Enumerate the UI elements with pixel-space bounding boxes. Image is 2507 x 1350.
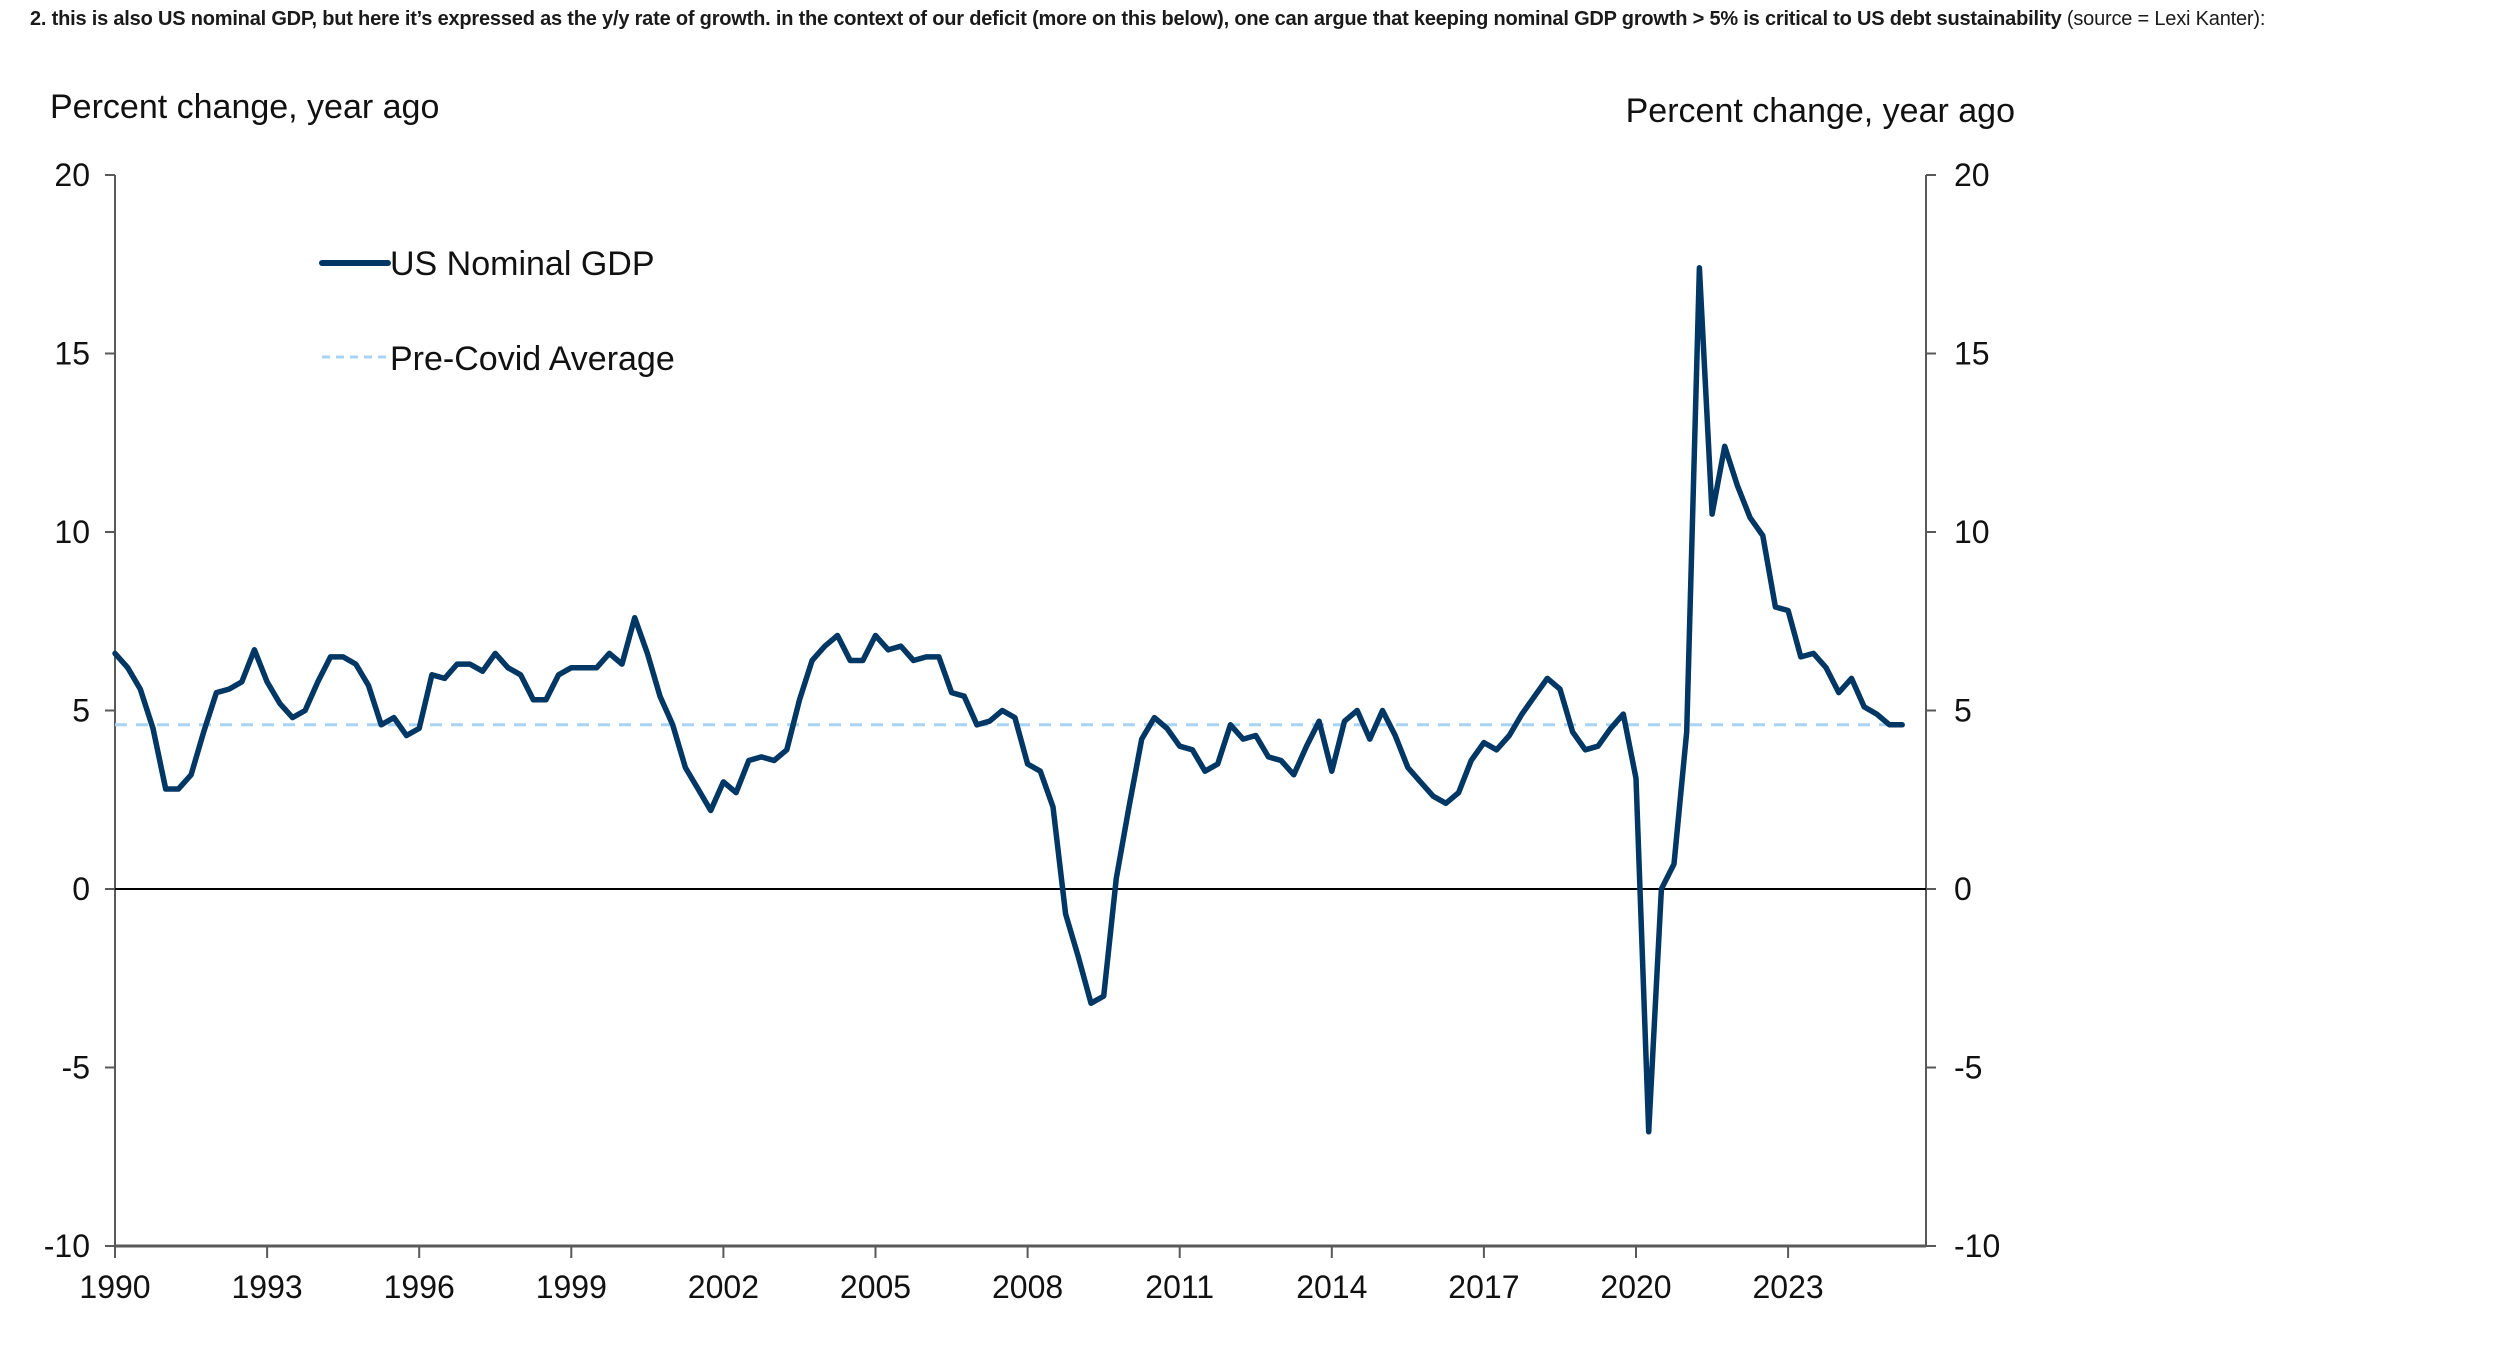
y-axis-title-right: Percent change, year ago <box>1626 92 2015 130</box>
caption-source: (source = Lexi Kanter): <box>2061 8 2266 30</box>
chart-caption: 2. this is also US nominal GDP, but here… <box>30 8 2265 31</box>
legend-label-us-nominal-gdp: US Nominal GDP <box>390 245 655 283</box>
x-tick-label: 1996 <box>384 1269 455 1305</box>
y-tick-label-right: 0 <box>1954 871 1972 907</box>
y-tick-label-left: 10 <box>54 514 90 550</box>
caption-bold-text: 2. this is also US nominal GDP, but here… <box>30 8 2062 30</box>
x-tick-label: 1993 <box>232 1269 303 1305</box>
x-tick-label: 2002 <box>688 1269 759 1305</box>
y-tick-label-right: -5 <box>1954 1050 1982 1086</box>
x-tick-label: 2014 <box>1296 1269 1367 1305</box>
axes <box>114 175 1927 1248</box>
x-tick-label: 2023 <box>1753 1269 1824 1305</box>
x-tick-label: 2011 <box>1145 1269 1214 1305</box>
y-tick-label-left: 20 <box>54 157 90 193</box>
y-ticks-right: 20 15 10 5 0 -5 -10 <box>1926 157 2000 1264</box>
x-tick-label: 2008 <box>992 1269 1063 1305</box>
y-tick-label-left: -10 <box>44 1228 90 1264</box>
y-tick-label-right: 20 <box>1954 157 1990 193</box>
y-tick-label-right: 15 <box>1954 336 1990 372</box>
legend: US Nominal GDP Pre-Covid Average <box>319 245 675 378</box>
legend-label-pre-covid-average: Pre-Covid Average <box>390 340 675 378</box>
x-tick-label: 2020 <box>1600 1269 1671 1305</box>
y-tick-label-right: 10 <box>1954 514 1990 550</box>
y-tick-label-right: 5 <box>1954 693 1972 729</box>
y-tick-label-left: 5 <box>72 693 90 729</box>
y-tick-label-right: -10 <box>1954 1228 2000 1264</box>
y-axis-title-left: Percent change, year ago <box>50 88 439 126</box>
y-tick-label-left: 15 <box>54 336 90 372</box>
plot-area <box>112 265 1905 1135</box>
y-tick-label-left: 0 <box>72 871 90 907</box>
y-tick-label-left: -5 <box>62 1050 90 1086</box>
x-tick-label: 1999 <box>536 1269 607 1305</box>
y-ticks-left: 20 15 10 5 0 -5 -10 <box>44 157 115 1264</box>
x-tick-label: 2017 <box>1448 1269 1519 1305</box>
x-tick-label: 2005 <box>840 1269 911 1305</box>
x-ticks: 1990 1993 1996 1999 2002 2005 2008 2011 2014 2017… <box>79 1246 1824 1305</box>
x-tick-label: 1990 <box>79 1269 150 1305</box>
series-line-us-nominal-gdp <box>112 265 1905 1135</box>
